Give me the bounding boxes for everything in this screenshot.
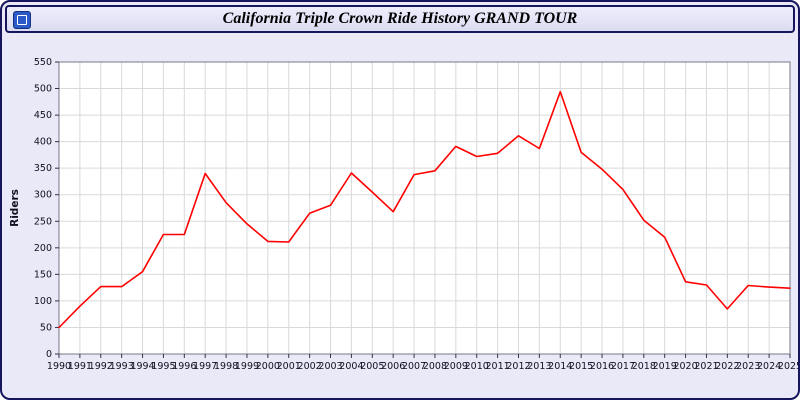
plot-area xyxy=(59,62,790,354)
line-chart: 0501001502002503003504004505005501990199… xyxy=(9,57,799,372)
y-tick-label: 300 xyxy=(34,190,52,201)
y-tick-label: 500 xyxy=(34,84,52,95)
x-tick-label: 2023 xyxy=(736,361,760,372)
x-tick-label: 2004 xyxy=(339,361,363,372)
y-tick-label: 0 xyxy=(46,349,52,360)
x-tick-label: 1990 xyxy=(47,361,71,372)
x-tick-label: 2002 xyxy=(298,361,322,372)
x-tick-label: 1996 xyxy=(172,361,196,372)
app-icon xyxy=(13,11,31,29)
x-tick-label: 2020 xyxy=(673,361,697,372)
x-tick-label: 2019 xyxy=(653,361,677,372)
x-tick-label: 2001 xyxy=(277,361,301,372)
x-tick-label: 2000 xyxy=(256,361,280,372)
x-tick-label: 1997 xyxy=(193,361,217,372)
y-tick-label: 250 xyxy=(34,216,52,227)
x-tick-label: 1991 xyxy=(68,361,92,372)
x-tick-label: 2024 xyxy=(757,361,781,372)
page-title: California Triple Crown Ride History GRA… xyxy=(222,10,578,27)
y-tick-label: 50 xyxy=(40,322,52,333)
x-tick-label: 2009 xyxy=(444,361,468,372)
y-tick-label: 350 xyxy=(34,163,52,174)
x-tick-label: 2010 xyxy=(465,361,489,372)
x-tick-label: 1998 xyxy=(214,361,238,372)
x-tick-label: 2005 xyxy=(360,361,384,372)
x-tick-label: 2014 xyxy=(548,361,572,372)
x-tick-label: 1994 xyxy=(130,361,154,372)
x-tick-label: 2012 xyxy=(506,361,530,372)
title-bar: California Triple Crown Ride History GRA… xyxy=(5,5,795,33)
plot-frame xyxy=(58,61,791,355)
chart-container: 0 50 100 150 200 250 300 350 400 450 500 550 1990 199… xyxy=(5,42,799,398)
x-tick-label: 2008 xyxy=(423,361,447,372)
x-tick-label: 2016 xyxy=(590,361,614,372)
y-tick-label: 100 xyxy=(34,296,52,307)
x-tick-label: 2022 xyxy=(715,361,739,372)
x-tick-label: 2011 xyxy=(486,361,510,372)
y-axis-label: Riders xyxy=(9,189,21,227)
x-tick-label: 2017 xyxy=(611,361,635,372)
y-tick-label: 450 xyxy=(34,110,52,121)
x-tick-label: 1993 xyxy=(110,361,134,372)
x-tick-label: 2015 xyxy=(569,361,593,372)
x-tick-label: 1999 xyxy=(235,361,259,372)
y-tick-label: 200 xyxy=(34,243,52,254)
riders-series-line xyxy=(58,90,791,329)
x-tick-label: 2003 xyxy=(318,361,342,372)
y-tick-label: 150 xyxy=(34,269,52,280)
x-tick-label: 2018 xyxy=(632,361,656,372)
y-tick-label: 400 xyxy=(34,137,52,148)
x-tick-label: 2007 xyxy=(402,361,426,372)
x-tick-label: 2025 xyxy=(778,361,799,372)
x-tick-label: 1992 xyxy=(89,361,113,372)
x-tick-label: 2021 xyxy=(694,361,718,372)
x-tick-label: 1995 xyxy=(151,361,175,372)
y-tick-label: 550 xyxy=(34,57,52,68)
x-tick-label: 2006 xyxy=(381,361,405,372)
x-tick-label: 2013 xyxy=(527,361,551,372)
